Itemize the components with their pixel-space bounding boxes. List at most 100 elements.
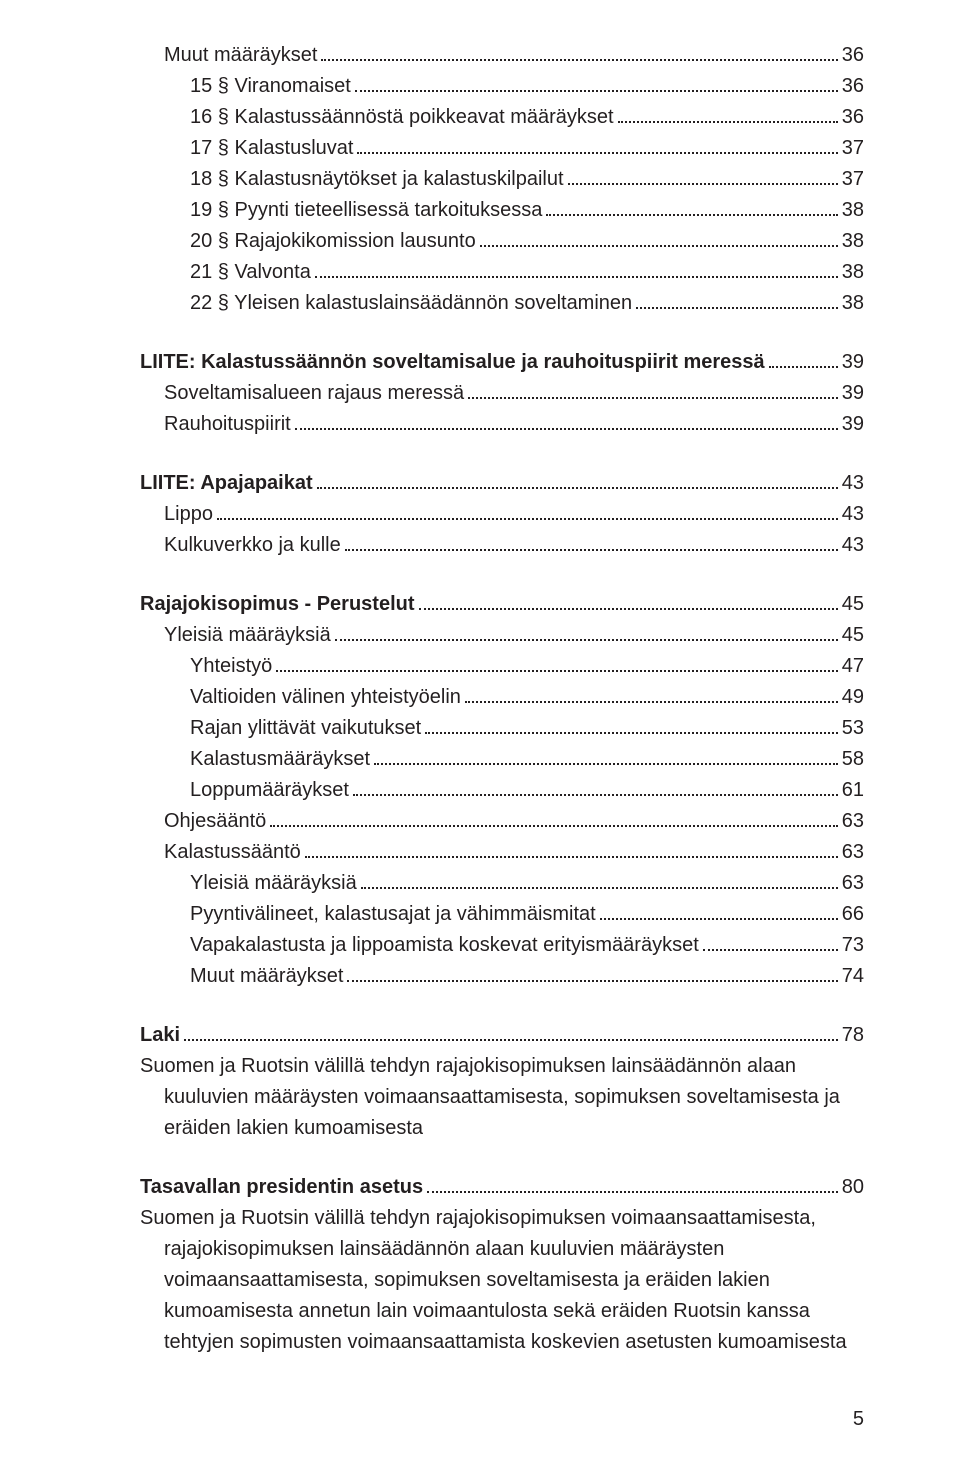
- toc-label: Rajajokisopimus - Perustelut: [140, 589, 415, 620]
- toc-entry: LIITE: Apajapaikat 43: [140, 468, 864, 499]
- toc-page: 43: [842, 468, 864, 499]
- page-number: 5: [140, 1358, 864, 1431]
- toc-leader-dots: [361, 887, 838, 889]
- toc-entry: Pyyntivälineet, kalastusajat ja vähimmäi…: [140, 899, 864, 930]
- toc-label: Yhteistyö: [190, 651, 272, 682]
- toc-entry: Yleisiä määräyksiä63: [140, 868, 864, 899]
- toc-page: 66: [842, 899, 864, 930]
- toc-page: 39: [842, 378, 864, 409]
- toc-leader-dots: [419, 608, 838, 610]
- toc-leader-dots: [546, 214, 837, 216]
- toc-leader-dots: [600, 918, 838, 920]
- toc-entry: 22 § Yleisen kalastuslainsäädännön sovel…: [140, 288, 864, 319]
- toc-entry: Muut määräykset74: [140, 961, 864, 992]
- toc-label: Yleisiä määräyksiä: [164, 620, 331, 651]
- toc-page: 36: [842, 102, 864, 133]
- section-gap: [140, 319, 864, 347]
- toc-label: Loppumääräykset: [190, 775, 349, 806]
- toc-page: 37: [842, 164, 864, 195]
- toc-entry: Vapakalastusta ja lippoamista koskevat e…: [140, 930, 864, 961]
- toc-page: 37: [842, 133, 864, 164]
- toc-entry: Lippo 43: [140, 499, 864, 530]
- toc-label: Rauhoituspiirit: [164, 409, 291, 440]
- toc-label: LIITE: Kalastussäännön soveltamisalue ja…: [140, 347, 765, 378]
- toc-entry: 15 § Viranomaiset 36: [140, 71, 864, 102]
- toc-page: 39: [842, 409, 864, 440]
- toc-entry: Kalastusmääräykset 58: [140, 744, 864, 775]
- toc-page: 45: [842, 620, 864, 651]
- section-gap: [140, 440, 864, 468]
- toc-entry: Tasavallan presidentin asetus 80: [140, 1172, 864, 1203]
- toc-label: Laki: [140, 1020, 180, 1051]
- toc-page: 36: [842, 71, 864, 102]
- toc-label: 20 § Rajajokikomission lausunto: [190, 226, 476, 257]
- toc-label: Muut määräykset: [190, 961, 343, 992]
- toc-label: Kalastusmääräykset: [190, 744, 370, 775]
- toc-leader-dots: [468, 397, 838, 399]
- toc-leader-dots: [374, 763, 838, 765]
- toc-label: 19 § Pyynti tieteellisessä tarkoituksess…: [190, 195, 542, 226]
- toc-entry: Yhteistyö47: [140, 651, 864, 682]
- toc-label: 22 § Yleisen kalastuslainsäädännön sovel…: [190, 288, 632, 319]
- toc-page: 43: [842, 530, 864, 561]
- toc-page: 38: [842, 257, 864, 288]
- toc-leader-dots: [347, 980, 837, 982]
- toc-page: 38: [842, 226, 864, 257]
- toc-label: Soveltamisalueen rajaus meressä: [164, 378, 464, 409]
- toc-leader-dots: [335, 639, 838, 641]
- toc-leader-dots: [353, 794, 838, 796]
- toc-page: 53: [842, 713, 864, 744]
- toc-page: 63: [842, 837, 864, 868]
- toc-entry: 19 § Pyynti tieteellisessä tarkoituksess…: [140, 195, 864, 226]
- toc-page: 38: [842, 288, 864, 319]
- toc-label: 15 § Viranomaiset: [190, 71, 351, 102]
- toc-label: Ohjesääntö: [164, 806, 266, 837]
- toc-description: Suomen ja Ruotsin välillä tehdyn rajajok…: [140, 1203, 864, 1358]
- toc-page: 43: [842, 499, 864, 530]
- toc-page: 78: [842, 1020, 864, 1051]
- toc-label: 18 § Kalastusnäytökset ja kalastuskilpai…: [190, 164, 564, 195]
- toc-leader-dots: [703, 949, 838, 951]
- toc-leader-dots: [769, 366, 838, 368]
- toc-page: 39: [842, 347, 864, 378]
- toc-leader-dots: [427, 1191, 838, 1193]
- toc-leader-dots: [480, 245, 838, 247]
- toc-label: Muut määräykset: [164, 40, 317, 71]
- toc-label: Tasavallan presidentin asetus: [140, 1172, 423, 1203]
- toc-entry: Soveltamisalueen rajaus meressä 39: [140, 378, 864, 409]
- toc-page: 49: [842, 682, 864, 713]
- toc-leader-dots: [636, 307, 838, 309]
- toc-page: 58: [842, 744, 864, 775]
- toc-label: Valtioiden välinen yhteistyöelin: [190, 682, 461, 713]
- toc-entry: Yleisiä määräyksiä 45: [140, 620, 864, 651]
- toc-leader-dots: [568, 183, 838, 185]
- toc-entry: Muut määräykset 36: [140, 40, 864, 71]
- toc-leader-dots: [315, 276, 838, 278]
- section-gap: [140, 992, 864, 1020]
- toc-leader-dots: [618, 121, 838, 123]
- section-gap: [140, 1144, 864, 1172]
- toc-leader-dots: [355, 90, 838, 92]
- toc-entry: Kalastussääntö63: [140, 837, 864, 868]
- toc-label: 16 § Kalastussäännöstä poikkeavat määräy…: [190, 102, 614, 133]
- toc-label: Lippo: [164, 499, 213, 530]
- toc-page: 73: [842, 930, 864, 961]
- toc-label: Rajan ylittävät vaikutukset: [190, 713, 421, 744]
- toc-label: LIITE: Apajapaikat: [140, 468, 313, 499]
- toc-leader-dots: [270, 825, 837, 827]
- toc-entry: Rajajokisopimus - Perustelut 45: [140, 589, 864, 620]
- toc-page: 36: [842, 40, 864, 71]
- toc-entry: Rajan ylittävät vaikutukset 53: [140, 713, 864, 744]
- toc-leader-dots: [465, 701, 838, 703]
- toc-page: 80: [842, 1172, 864, 1203]
- toc-entry: LIITE: Kalastussäännön soveltamisalue ja…: [140, 347, 864, 378]
- toc-entry: Ohjesääntö63: [140, 806, 864, 837]
- toc-page: 45: [842, 589, 864, 620]
- toc-leader-dots: [317, 487, 838, 489]
- toc-entry: Rauhoituspiirit 39: [140, 409, 864, 440]
- toc-leader-dots: [217, 518, 838, 520]
- toc-leader-dots: [295, 428, 838, 430]
- toc-page: 63: [842, 868, 864, 899]
- toc-entry: Kulkuverkko ja kulle43: [140, 530, 864, 561]
- toc-label: 17 § Kalastusluvat: [190, 133, 353, 164]
